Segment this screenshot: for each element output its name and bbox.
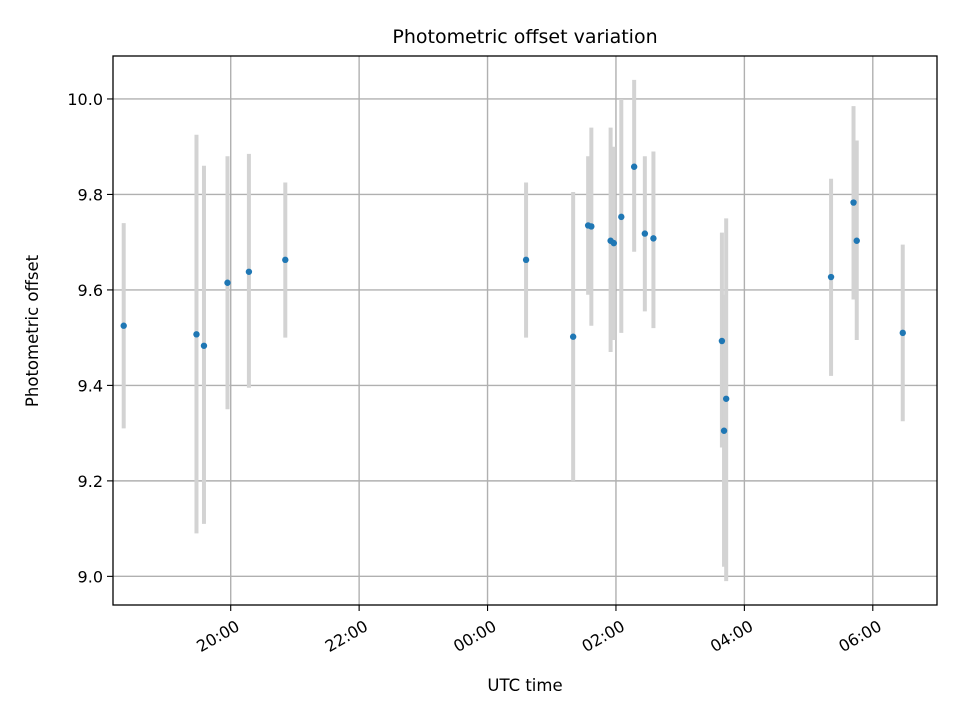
data-point: [720, 427, 728, 434]
y-tick-label: 9.4: [78, 376, 103, 395]
data-point: [722, 395, 730, 402]
data-point: [650, 235, 657, 242]
data-point: [588, 223, 595, 230]
data-point: [569, 333, 577, 340]
plot-frame: [112, 55, 938, 606]
data-point: [120, 322, 127, 329]
y-tick-label: 9.6: [78, 281, 103, 300]
y-tick-label: 9.8: [78, 185, 103, 204]
y-axis: 9.0 9.2 9.4 9.6 9.8 10.0: [67, 90, 113, 586]
data-point: [200, 342, 208, 349]
data-point: [282, 256, 289, 264]
data-point: [850, 199, 857, 206]
chart-title: Photometric offset variation: [392, 26, 657, 48]
data-points: [120, 163, 906, 434]
data-point: [224, 279, 231, 286]
data-point: [827, 273, 835, 281]
data-point: [853, 237, 860, 244]
x-axis-label: UTC time: [487, 676, 562, 695]
data-point: [610, 239, 618, 247]
data-point: [245, 268, 253, 275]
data-point: [641, 230, 649, 237]
y-tick-label: 9.0: [78, 567, 103, 586]
data-point: [630, 163, 638, 170]
y-tick-label: 10.0: [67, 90, 103, 109]
y-tick-label: 9.2: [78, 472, 103, 491]
data-point: [718, 337, 726, 345]
data-point: [193, 331, 200, 338]
data-point: [899, 329, 906, 337]
y-axis-label: Photometric offset: [23, 254, 42, 407]
data-point: [618, 213, 625, 221]
data-point: [522, 256, 530, 264]
